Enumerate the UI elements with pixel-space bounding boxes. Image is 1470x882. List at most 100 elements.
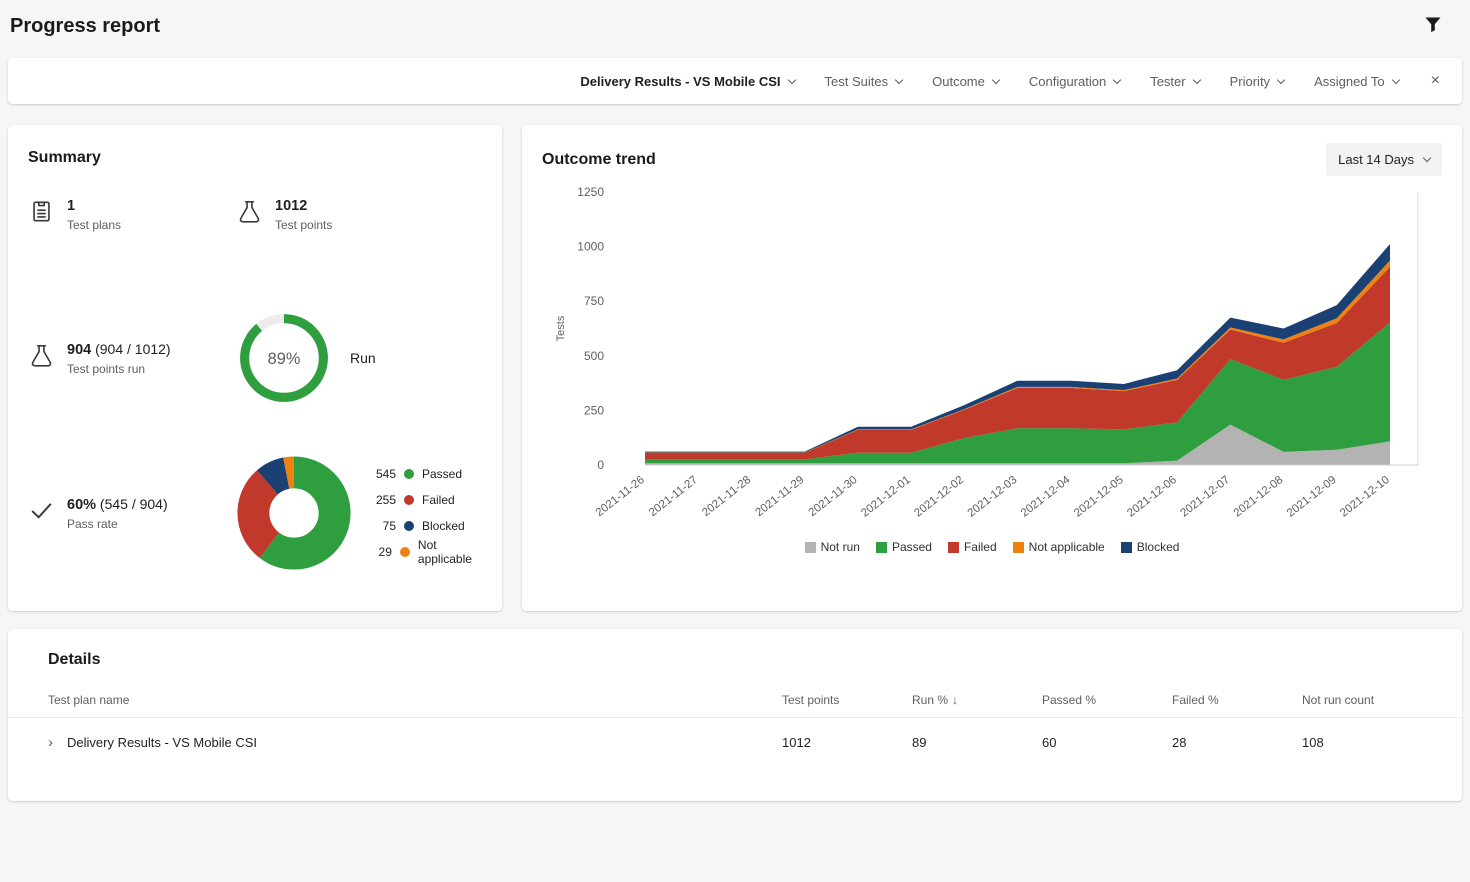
legend-item-blocked: 75 Blocked [370,513,482,539]
sort-desc-icon: ↓ [952,693,959,707]
check-icon [28,497,55,524]
chevron-down-icon [1422,153,1432,163]
cell-not-run: 108 [1302,735,1324,750]
page-header: Progress report [0,0,1470,52]
stat-test-plans: 1 Test plans [28,197,236,232]
stat-value: 1 [67,198,76,214]
svg-text:1000: 1000 [577,240,604,254]
filter-label: Configuration [1028,73,1107,89]
svg-text:1250: 1250 [577,185,604,199]
column-not-run-count[interactable]: Not run count [1302,693,1375,707]
passed-swatch-icon [875,541,887,553]
svg-text:2021-11-28: 2021-11-28 [700,474,753,519]
svg-text:2021-12-02: 2021-12-02 [912,474,966,520]
legend-value: 29 [378,545,392,559]
svg-text:2021-12-09: 2021-12-09 [1285,474,1339,520]
clear-filters-button[interactable]: × [1431,73,1440,89]
legend-item-failed: 255 Failed [370,487,482,513]
svg-text:2021-12-03: 2021-12-03 [966,474,1020,520]
column-run-pct[interactable]: Run % ↓ [912,693,1042,707]
stat-pass-rate: 60% (545 / 904) Pass rate [28,496,236,531]
stat-label: Test plans [67,218,122,232]
svg-text:2021-11-26: 2021-11-26 [594,474,647,519]
stat-value: 60% [67,496,97,513]
filter-label-test-plan: Delivery Results - VS Mobile CSI [580,73,781,89]
stat-test-points: 1012 Test points [236,197,332,232]
beaker-icon [28,342,55,369]
details-title: Details [48,651,101,668]
table-row[interactable]: › Delivery Results - VS Mobile CSI 1012 8… [8,718,1462,765]
filter-dropdown-test-plan[interactable]: Delivery Results - VS Mobile CSI [580,73,796,89]
test-plan-name: Delivery Results - VS Mobile CSI [67,735,257,750]
outcome-donut-chart [237,456,351,570]
column-test-points[interactable]: Test points [782,693,840,707]
date-range-label: Last 14 Days [1338,152,1414,167]
legend-label: Passed [422,467,463,481]
legend-value: 545 [375,467,396,481]
cell-run-pct: 89 [912,735,927,750]
filter-label: Priority [1229,73,1271,89]
stat-test-points-run: 904 (904 / 1012) Test points run [28,341,236,376]
legend-item-blocked: Blocked [1120,540,1180,554]
stat-label: Test points [275,218,333,232]
blocked-swatch-icon [1120,541,1132,553]
date-range-dropdown[interactable]: Last 14 Days [1326,143,1442,176]
filter-dropdown-assigned-to[interactable]: Assigned To [1314,74,1400,89]
svg-text:0: 0 [597,458,604,472]
stat-value: 904 [67,341,92,358]
chevron-down-icon [1391,75,1400,84]
outcome-donut-legend: 545 Passed 255 Failed 75 Blocked [370,461,482,566]
legend-label: Failed [422,493,455,507]
trend-title: Outcome trend [542,151,656,168]
filter-dropdown-outcome[interactable]: Outcome [932,73,1001,89]
chevron-down-icon [991,75,1001,84]
stat-value: 1012 [275,198,308,214]
legend-item-passed: 545 Passed [370,461,482,487]
cell-test-points: 1012 [782,735,811,750]
legend-label: Passed [891,540,932,554]
failed-dot-icon [404,495,414,505]
passed-dot-icon [404,469,414,479]
expand-chevron-icon[interactable]: › [48,734,53,751]
table-header: Test plan name Test points Run % ↓ Passed… [8,693,1462,718]
stat-label: Pass rate [67,516,118,531]
svg-text:2021-12-08: 2021-12-08 [1232,474,1286,520]
legend-label: Blocked [1136,540,1180,554]
chevron-down-icon [1276,75,1286,84]
run-ring-arc [240,314,328,402]
svg-text:2021-12-05: 2021-12-05 [1072,474,1126,520]
legend-label: Not applicable [1028,540,1105,554]
failed-swatch-icon [947,541,959,553]
legend-item-not-applicable: 29 Not applicable [370,538,482,566]
legend-label: Not applicable [417,538,472,566]
filter-icon-button[interactable] [1420,12,1446,41]
filter-dropdown-priority[interactable]: Priority [1229,73,1286,89]
column-failed-pct[interactable]: Failed % [1172,693,1219,707]
run-label: Run [350,350,376,366]
run-percent-text: 89% [268,350,301,368]
filter-dropdown-configuration[interactable]: Configuration [1028,73,1122,89]
legend-item-passed: Passed [875,540,932,554]
run-gauge: 89% Run [236,310,376,406]
legend-item-failed: Failed [947,540,997,554]
outcome-trend-card: Outcome trend Last 14 Days 0 250 500 750 100… [522,125,1462,611]
filter-dropdown-tester[interactable]: Tester [1150,74,1201,89]
trend-legend: Not run Passed Failed Not applicable Blo… [542,540,1442,554]
column-test-plan-name[interactable]: Test plan name [48,693,130,707]
chevron-down-icon [787,75,796,84]
filter-dropdown-test-suites[interactable]: Test Suites [824,73,904,89]
page-title: Progress report [10,14,161,37]
column-passed-pct[interactable]: Passed % [1042,693,1097,707]
cell-failed-pct: 28 [1172,735,1187,750]
column-label: Run % [912,693,949,707]
filter-label: Test Suites [824,73,889,89]
stat-detail: (904 / 1012) [95,340,171,357]
not-applicable-dot-icon [399,547,410,557]
legend-label: Not run [820,540,860,554]
filter-label: Outcome [932,73,985,89]
legend-value: 75 [382,519,396,533]
svg-text:2021-11-29: 2021-11-29 [753,474,806,519]
stat-detail: (545 / 904) [99,495,168,512]
not-applicable-swatch-icon [1012,541,1024,553]
